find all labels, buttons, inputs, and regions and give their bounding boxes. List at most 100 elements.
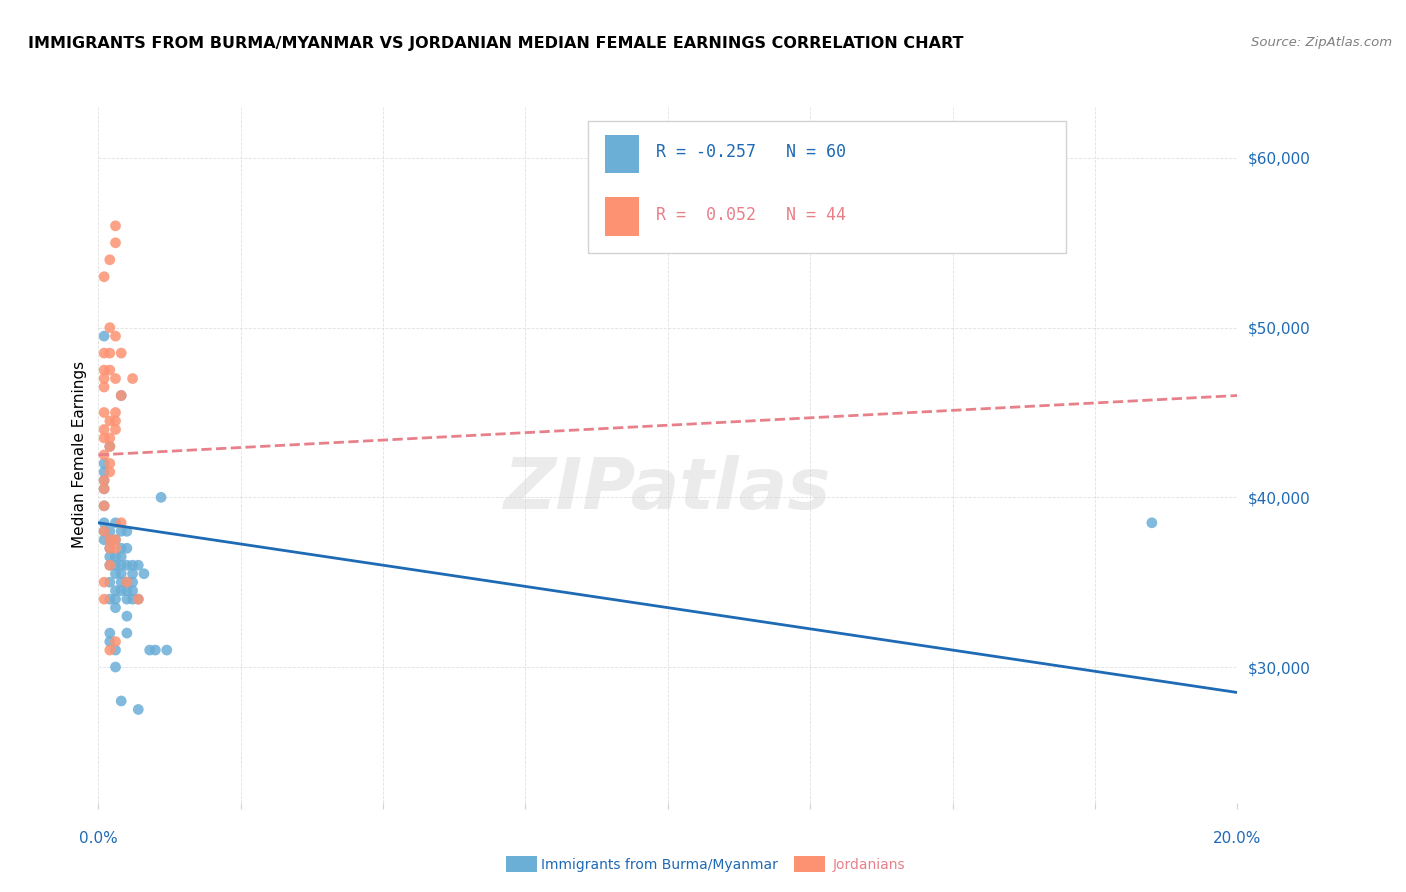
Point [98,575,121,590]
Point [93,499,115,513]
Point [115,575,138,590]
Point [104,541,127,556]
Point [93,592,115,607]
Point [98,558,121,573]
Point [104,558,127,573]
Point [98,533,121,547]
Point [110,524,132,539]
Point [121,566,143,581]
Text: 20.0%: 20.0% [1213,830,1261,846]
Point [110,694,132,708]
Point [110,583,132,598]
Point [98,592,121,607]
Point [104,643,127,657]
Point [121,558,143,573]
Point [115,558,138,573]
Point [145,643,167,657]
Point [98,643,121,657]
Point [115,626,138,640]
Point [104,219,127,233]
Point [93,524,115,539]
Point [93,422,115,436]
Point [98,465,121,479]
Point [98,549,121,564]
Point [138,643,160,657]
Point [98,414,121,428]
Point [98,533,121,547]
Point [127,558,149,573]
Point [104,235,127,250]
Point [98,626,121,640]
Point [104,549,127,564]
Text: 0.0%: 0.0% [79,830,118,846]
Point [98,558,121,573]
Point [110,541,132,556]
Point [104,414,127,428]
Point [93,380,115,394]
Point [98,541,121,556]
Point [104,533,127,547]
Point [104,422,127,436]
Text: R =  0.052   N = 44: R = 0.052 N = 44 [657,206,846,224]
Point [98,439,121,453]
Point [104,371,127,385]
Point [93,405,115,419]
Point [104,516,127,530]
Point [127,702,149,716]
Point [115,609,138,624]
Point [93,363,115,377]
Point [104,566,127,581]
Point [115,592,138,607]
Point [93,524,115,539]
Point [110,388,132,402]
Point [98,252,121,267]
Point [115,583,138,598]
Point [98,457,121,471]
Point [121,592,143,607]
FancyBboxPatch shape [605,135,640,173]
FancyBboxPatch shape [588,121,1067,253]
Point [104,634,127,648]
Point [93,457,115,471]
Point [127,592,149,607]
Point [93,482,115,496]
Point [98,320,121,334]
Point [93,371,115,385]
Point [93,482,115,496]
Text: Immigrants from Burma/Myanmar: Immigrants from Burma/Myanmar [541,858,778,872]
Point [110,558,132,573]
Text: Source: ZipAtlas.com: Source: ZipAtlas.com [1251,36,1392,49]
Point [104,405,127,419]
Point [127,592,149,607]
Point [104,592,127,607]
Text: Jordanians: Jordanians [832,858,905,872]
Point [156,643,179,657]
Point [93,431,115,445]
Point [150,491,173,505]
Point [110,346,132,360]
Point [98,634,121,648]
Point [98,363,121,377]
Point [93,516,115,530]
Point [93,329,115,343]
Y-axis label: Median Female Earnings: Median Female Earnings [72,361,87,549]
Point [93,346,115,360]
Point [121,583,143,598]
Point [104,533,127,547]
Point [93,448,115,462]
Point [93,269,115,284]
Point [93,474,115,488]
Point [93,533,115,547]
Text: R = -0.257   N = 60: R = -0.257 N = 60 [657,144,846,161]
Point [104,660,127,674]
Point [110,388,132,402]
Point [104,600,127,615]
Point [115,541,138,556]
Point [104,329,127,343]
Point [121,575,143,590]
Point [98,431,121,445]
Point [110,549,132,564]
Point [121,371,143,385]
Point [110,575,132,590]
Point [1140,516,1163,530]
